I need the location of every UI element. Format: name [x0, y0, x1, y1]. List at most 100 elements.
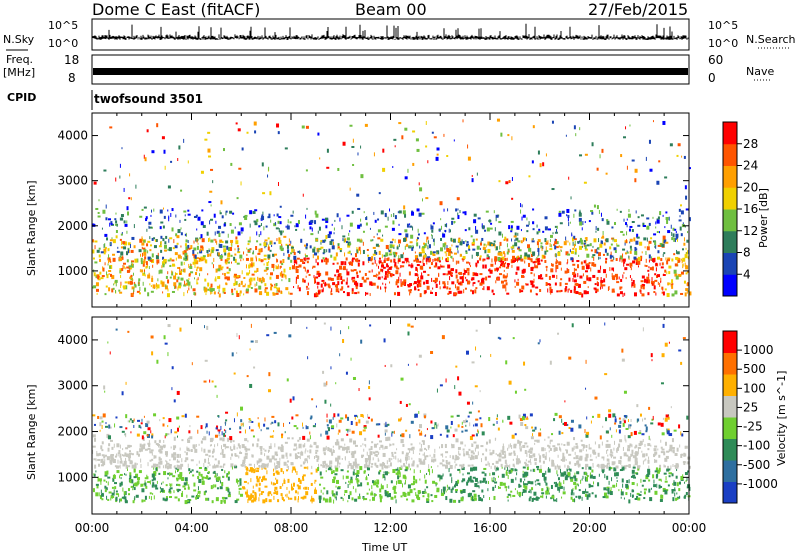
velocity-cell — [445, 462, 449, 465]
velocity-cell — [131, 420, 134, 424]
nsky-top: 10^5 — [48, 19, 79, 32]
power-cell — [328, 248, 331, 253]
power-cell — [376, 263, 378, 267]
power-cell — [598, 209, 600, 214]
power-cell — [347, 243, 351, 248]
velocity-cell — [285, 452, 288, 457]
power-cell — [495, 246, 498, 251]
power-cell — [544, 216, 548, 220]
power-cell — [382, 234, 384, 237]
power-cell — [475, 262, 478, 267]
velocity-cell — [100, 445, 103, 450]
power-cell — [476, 260, 479, 264]
velocity-cell — [459, 470, 461, 474]
velocity-cell — [92, 445, 96, 448]
velocity-cell — [439, 462, 443, 465]
power-cell — [680, 233, 683, 237]
power-cell — [525, 224, 529, 227]
power-cell — [247, 284, 251, 288]
power-cell — [559, 282, 562, 287]
velocity-cell — [456, 414, 460, 417]
power-cell — [258, 225, 261, 228]
power-cell — [421, 198, 423, 202]
power-cell — [390, 275, 393, 278]
velocity-cell — [207, 477, 210, 480]
power-cell — [337, 167, 340, 171]
velocity-cell — [331, 425, 335, 429]
velocity-cell — [416, 363, 418, 366]
power-cell — [401, 135, 404, 140]
velocity-cell — [519, 441, 522, 446]
power-cell — [483, 244, 485, 247]
power-cell — [333, 227, 335, 231]
velocity-cell — [581, 496, 583, 501]
velocity-cell — [286, 486, 288, 490]
velocity-cell — [424, 488, 426, 493]
velocity-cell — [101, 420, 104, 423]
power-cell — [655, 226, 657, 229]
velocity-cell — [560, 448, 562, 452]
velocity-cell — [607, 491, 610, 495]
power-cell — [264, 283, 267, 287]
power-cell — [378, 265, 380, 269]
power-cell — [414, 255, 418, 259]
velocity-cell — [619, 469, 623, 472]
power-cell — [579, 237, 582, 242]
velocity-cell — [457, 446, 461, 450]
power-cell — [455, 260, 457, 265]
velocity-cell — [467, 477, 471, 482]
power-cell — [482, 259, 485, 262]
velocity-cell — [598, 473, 600, 477]
power-cell — [188, 287, 190, 291]
power-cell — [211, 249, 214, 253]
velocity-cell — [99, 429, 101, 432]
power-cell — [676, 249, 678, 254]
velocity-cell — [184, 460, 187, 463]
power-cell — [665, 241, 669, 244]
velocity-cell — [295, 468, 297, 473]
power-cell — [532, 261, 536, 264]
power-cell — [530, 251, 532, 254]
velocity-cell — [465, 424, 467, 427]
power-cell — [263, 242, 267, 247]
power-cell — [175, 257, 177, 261]
velocity-cell — [636, 492, 640, 495]
power-cell — [275, 227, 279, 230]
power-cell — [629, 241, 631, 244]
velocity-cell — [225, 411, 229, 414]
power-cell — [263, 258, 267, 261]
velocity-cell — [132, 484, 134, 488]
power-cell — [136, 290, 140, 293]
power-cell — [457, 208, 459, 211]
power-cell — [357, 248, 359, 253]
velocity-cell — [680, 453, 683, 458]
velocity-cell — [551, 462, 555, 467]
power-cell — [218, 243, 220, 248]
power-cell — [178, 285, 182, 289]
power-cell — [343, 291, 346, 294]
power-cell — [462, 241, 465, 245]
power-cell — [688, 167, 691, 170]
power-cell — [554, 282, 557, 286]
power-cell — [200, 256, 204, 259]
power-cell — [246, 253, 248, 256]
velocity-cell — [322, 497, 325, 501]
power-cell — [537, 247, 540, 252]
power-cell — [321, 259, 324, 263]
power-cell — [121, 268, 124, 272]
power-cell — [680, 271, 684, 275]
power-cell — [185, 246, 188, 251]
power-cell — [452, 257, 454, 262]
power-cell — [274, 221, 276, 225]
velocity-cell — [119, 475, 121, 479]
power-cell — [123, 286, 126, 290]
power-cell — [351, 261, 354, 266]
power-cell — [560, 249, 562, 252]
velocity-cell — [175, 470, 177, 474]
power-cell — [606, 220, 610, 225]
power-cell — [246, 131, 249, 134]
power-cell — [145, 218, 148, 222]
velocity-cell — [660, 451, 664, 454]
power-cell — [660, 280, 662, 283]
power-cell — [372, 246, 376, 249]
